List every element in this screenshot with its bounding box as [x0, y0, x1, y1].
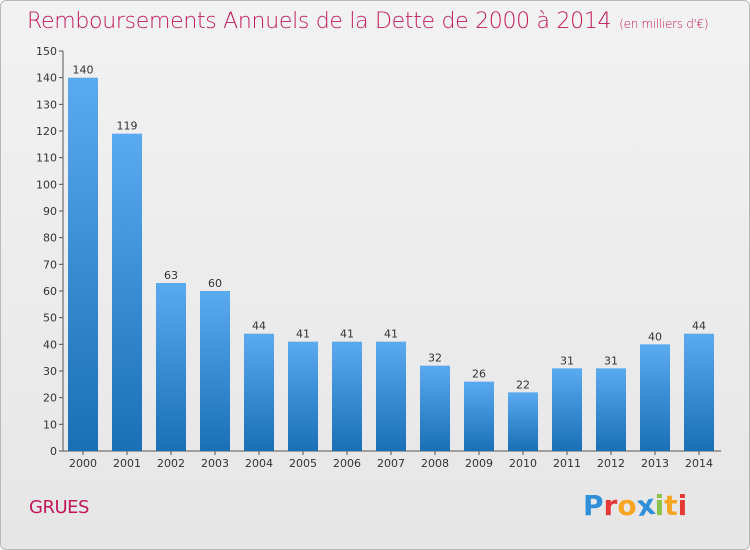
bar [332, 341, 362, 451]
x-tick-label: 2014 [685, 457, 713, 470]
logo-letter: r [603, 489, 618, 522]
y-tick-label: 70 [43, 258, 57, 271]
x-tick-label: 2010 [509, 457, 537, 470]
bar-value-label: 31 [604, 354, 618, 367]
y-tick-label: 40 [43, 338, 57, 351]
x-tick-label: 2000 [69, 457, 97, 470]
bar [288, 341, 318, 451]
x-tick-label: 2011 [553, 457, 581, 470]
x-tick-label: 2004 [245, 457, 273, 470]
proxiti-logo[interactable]: Proxiti [583, 487, 688, 524]
y-tick-label: 10 [43, 418, 57, 431]
bar-value-label: 22 [516, 378, 530, 391]
bar-value-label: 119 [117, 120, 138, 133]
title-text: Remboursements Annuels de la Dette de 20… [27, 9, 612, 34]
bar [68, 77, 98, 452]
y-tick-label: 120 [36, 125, 57, 138]
x-tick-label: 2009 [465, 457, 493, 470]
y-tick-label: 60 [43, 285, 57, 298]
y-tick-label: 90 [43, 205, 57, 218]
logo-letter: x [634, 487, 657, 524]
y-tick-label: 20 [43, 392, 57, 405]
bar [640, 344, 670, 451]
bar [464, 381, 494, 451]
y-tick-label: 80 [43, 232, 57, 245]
y-tick-label: 100 [36, 178, 57, 191]
bar [376, 341, 406, 451]
bar-value-label: 41 [340, 328, 354, 341]
bar-value-label: 44 [692, 320, 706, 333]
bar [508, 392, 538, 451]
bar-value-label: 63 [164, 269, 178, 282]
bar [244, 333, 274, 451]
title-unit: (en milliers d'€) [619, 17, 709, 31]
x-tick-label: 2001 [113, 457, 141, 470]
bar-value-label: 44 [252, 320, 266, 333]
y-tick-label: 130 [36, 98, 57, 111]
bar [684, 333, 714, 451]
commune-name: GRUES [29, 497, 89, 518]
x-tick-label: 2007 [377, 457, 405, 470]
y-tick-label: 150 [36, 45, 57, 58]
bar-value-label: 60 [208, 277, 222, 290]
bar [112, 133, 142, 451]
logo-letter: i [654, 489, 665, 522]
bar-value-label: 41 [384, 328, 398, 341]
logo-letter: P [583, 489, 604, 522]
axes: 0 10 20 30 40 50 60 70 80 90 100 110 120 130 140 150 200… [36, 45, 721, 470]
x-tick-label: 2008 [421, 457, 449, 470]
bar [596, 368, 626, 451]
chart-title: Remboursements Annuels de la Dette de 20… [27, 9, 709, 34]
logo-letter: o [617, 489, 637, 522]
x-tick-label: 2002 [157, 457, 185, 470]
x-tick-label: 2005 [289, 457, 317, 470]
y-tick-label: 140 [36, 72, 57, 85]
x-tick-label: 2013 [641, 457, 669, 470]
x-tick-label: 2012 [597, 457, 625, 470]
bar [420, 365, 450, 451]
bar-value-label: 32 [428, 352, 442, 365]
bar-value-label: 26 [472, 368, 486, 381]
bar [552, 368, 582, 451]
y-tick-label: 50 [43, 312, 57, 325]
y-tick-label: 30 [43, 365, 57, 378]
logo-letter: t [664, 489, 678, 522]
x-tick-label: 2006 [333, 457, 361, 470]
bar [200, 291, 230, 451]
bar-value-label: 140 [73, 64, 94, 77]
bar [156, 283, 186, 451]
logo-letter: i [677, 489, 688, 522]
bar-value-label: 31 [560, 354, 574, 367]
x-tick-label: 2003 [201, 457, 229, 470]
bar-value-label: 40 [648, 330, 662, 343]
y-tick-label: 0 [50, 445, 57, 458]
bar-value-label: 41 [296, 328, 310, 341]
bars: 140 119 63 60 44 41 41 41 32 26 22 31 31 40 44 [68, 64, 714, 452]
y-tick-label: 110 [36, 152, 57, 165]
